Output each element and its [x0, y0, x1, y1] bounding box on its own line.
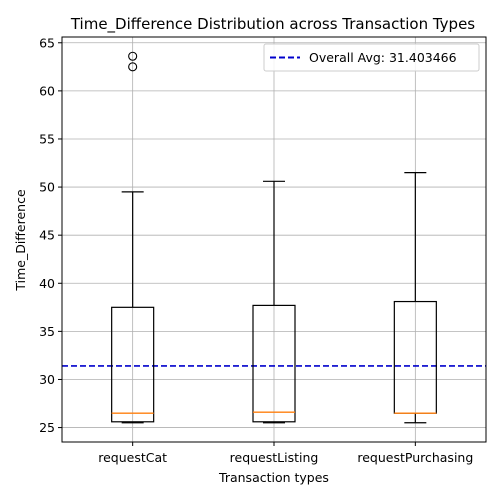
x-axis-ticks: requestCat requestListing requestPurchasin…: [98, 442, 473, 465]
y-axis-label: Time_Difference: [13, 189, 28, 292]
x-tick-label: requestListing: [230, 450, 319, 465]
y-tick-label: 60: [39, 83, 55, 98]
box-requestCat: [111, 51, 155, 424]
x-axis-label: Transaction types: [218, 470, 329, 485]
outlier-point: [128, 62, 138, 72]
box-requestPurchasing: [393, 172, 437, 424]
outlier-point: [128, 51, 138, 61]
box-series: [111, 51, 437, 424]
y-tick-label: 50: [39, 180, 55, 195]
legend-entry-label: Overall Avg: 31.403466: [309, 50, 457, 65]
iqr-box: [252, 304, 296, 423]
y-tick-label: 55: [39, 131, 55, 146]
legend: Overall Avg: 31.403466: [263, 43, 480, 72]
iqr-box: [111, 306, 155, 423]
chart-title: Time_Difference Distribution across Tran…: [70, 15, 475, 34]
y-tick-label: 40: [39, 276, 55, 291]
y-tick-label: 30: [39, 372, 55, 387]
y-tick-label: 35: [39, 324, 55, 339]
y-axis-ticks: 25 30 35 40 45 50 55 60 65: [39, 35, 62, 435]
x-tick-label: requestCat: [98, 450, 167, 465]
x-tick-label: requestPurchasing: [357, 450, 473, 465]
legend-box: [263, 43, 480, 72]
box-requestListing: [252, 180, 296, 424]
y-tick-label: 65: [39, 35, 55, 50]
y-tick-label: 25: [39, 420, 55, 435]
y-tick-label: 45: [39, 228, 55, 243]
